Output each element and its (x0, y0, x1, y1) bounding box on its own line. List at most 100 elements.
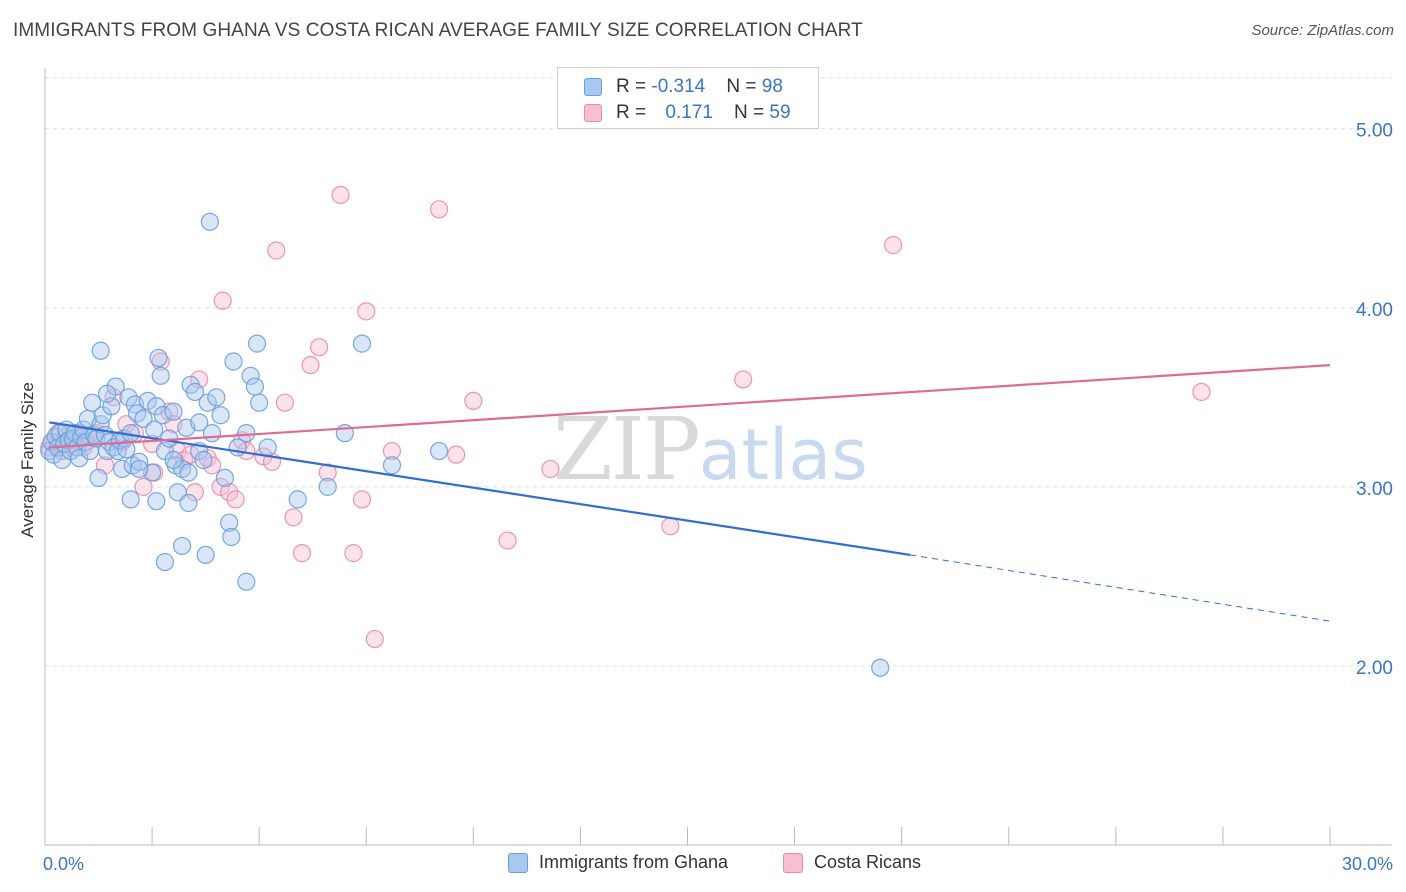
costa-point (226, 490, 245, 509)
legend-r-label: R = (616, 102, 652, 123)
costa-point (357, 302, 376, 321)
ghana-point (155, 552, 175, 572)
ghana-point (237, 572, 256, 591)
legend-n-label: N = (726, 76, 762, 97)
ghana-point (237, 424, 256, 443)
ghana-point (288, 490, 307, 509)
ghana-point (194, 450, 213, 470)
ghana-point (130, 459, 149, 479)
ghana-point (98, 384, 117, 403)
ghana-trend-extension (910, 554, 1331, 622)
legend-swatch-ghana (584, 78, 602, 96)
costa-trend-line (49, 363, 1331, 449)
y-tick-label: 4.00 (1356, 300, 1393, 321)
y-tick-label: 3.00 (1356, 479, 1393, 500)
ghana-point (89, 468, 108, 488)
ghana-point (130, 452, 149, 471)
ghana-point (318, 477, 337, 496)
costa-point (211, 477, 230, 496)
chart-title: IMMIGRANTS FROM GHANA VS COSTA RICAN AVE… (13, 20, 863, 41)
ghana-point (247, 334, 267, 353)
ghana-point (352, 334, 372, 353)
ghana-point (207, 388, 226, 407)
costa-point (429, 200, 449, 219)
legend-n-value-costa: 59 (769, 102, 791, 123)
y-tick-label: 2.00 (1356, 658, 1393, 679)
watermark-zip: ZIP (553, 400, 701, 500)
costa-point (267, 241, 286, 260)
ghana-point (179, 493, 198, 513)
ghana-point (250, 393, 269, 412)
ghana-point (147, 492, 166, 511)
series-label-ghana: Immigrants from Ghana (539, 852, 729, 872)
costa-point (213, 291, 232, 310)
costa-point (310, 338, 329, 357)
costa-point (382, 441, 402, 461)
ghana-point (190, 413, 209, 432)
costa-point (883, 236, 903, 255)
costa-point (447, 445, 466, 464)
ghana-point (138, 391, 157, 411)
costa-point (220, 483, 239, 502)
ghana-trend-line (49, 421, 911, 556)
ghana-point (172, 536, 192, 556)
costa-point (301, 355, 320, 375)
legend-r-value-ghana: -0.314 (651, 76, 706, 97)
ghana-point (83, 393, 102, 412)
costa-point (661, 517, 680, 536)
costa-point (134, 477, 153, 496)
costa-point (202, 456, 222, 475)
ghana-point (179, 463, 198, 482)
ghana-point (198, 393, 217, 412)
legend-n-value-ghana: 98 (761, 76, 783, 97)
ghana-point (119, 388, 138, 407)
series-label-costa: Costa Ricans (814, 852, 922, 872)
costa-point (498, 531, 517, 550)
series-swatch-costa (783, 853, 803, 873)
ghana-point (70, 449, 89, 468)
ghana-point (196, 545, 215, 565)
ghana-point (149, 348, 168, 368)
chart-source: Source: ZipAtlas.com (1251, 22, 1394, 39)
costa-point (284, 508, 303, 527)
costa-point (318, 463, 337, 482)
costa-point (275, 393, 294, 412)
ghana-point (153, 406, 172, 425)
costa-point (1192, 382, 1211, 402)
y-tick-label: 5.00 (1356, 121, 1393, 142)
watermark: ZIPatlas (553, 400, 868, 500)
ghana-point (224, 352, 243, 371)
ghana-point (121, 490, 140, 509)
legend-r-label: R = (616, 76, 652, 97)
correlation-legend: R = -0.314 N = 98 R = 0.171 N = 59 (557, 67, 819, 129)
series-legend: Immigrants from Ghana Costa Ricans (0, 850, 1406, 878)
legend-r-value-costa: 0.171 (665, 102, 713, 123)
ghana-point (91, 341, 110, 360)
x-tick-label-max: 30.0% (1342, 854, 1393, 874)
legend-n-label: N = (734, 102, 770, 123)
costa-point (331, 185, 350, 205)
ghana-point (382, 456, 402, 475)
ghana-point (245, 377, 264, 396)
ghana-point (168, 483, 187, 502)
ghana-point (200, 212, 220, 231)
ghana-point (164, 402, 183, 421)
ghana-point (185, 382, 205, 402)
ghana-point (429, 441, 449, 461)
ghana-point (151, 366, 170, 385)
costa-point (365, 629, 384, 649)
watermark-atlas: atlas (698, 414, 868, 496)
costa-point (464, 391, 483, 411)
costa-point (734, 370, 753, 389)
y-axis-label: Average Family Size (18, 382, 37, 538)
ghana-point (164, 450, 183, 470)
legend-swatch-costa (584, 104, 602, 122)
ghana-point (258, 438, 277, 457)
ghana-point (211, 406, 230, 425)
ghana-point (222, 527, 241, 547)
costa-point (352, 490, 372, 509)
costa-point (292, 544, 312, 563)
ghana-point (134, 409, 153, 428)
costa-point (541, 459, 560, 479)
